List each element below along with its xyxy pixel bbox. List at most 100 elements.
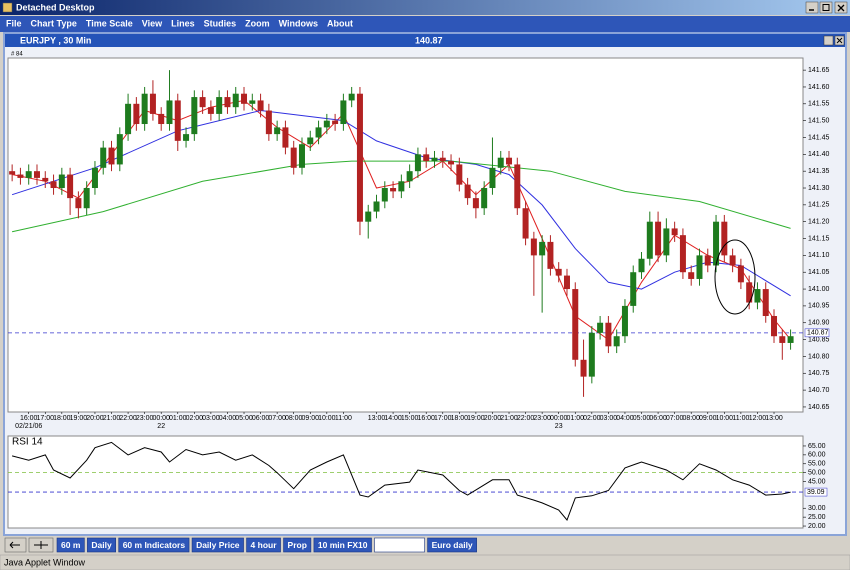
last-price-box — [804, 328, 830, 338]
x-tick-label: 04:00 — [616, 415, 634, 422]
tab[interactable] — [313, 537, 372, 553]
tab[interactable] — [427, 537, 477, 553]
candle-body — [141, 93, 148, 125]
tab-label[interactable]: Daily Price — [196, 540, 240, 550]
candle-body — [216, 97, 223, 114]
candle-body — [282, 127, 289, 148]
tabs: 60 m Daily 60 m Indicators Daily Price 4 hou… — [56, 537, 477, 553]
menu-bar — [0, 16, 850, 32]
candle-body — [315, 127, 322, 138]
candle-body — [439, 157, 446, 162]
candle-body — [746, 282, 753, 303]
tab[interactable] — [191, 537, 244, 553]
menu-item[interactable]: Lines — [171, 18, 195, 28]
y-tick-label: 55.00 — [808, 461, 826, 468]
window-buttons — [805, 1, 848, 14]
candle-body — [762, 289, 769, 317]
candle-body — [390, 188, 397, 192]
x-tick-label: 00:00 — [152, 415, 170, 422]
candle-body — [373, 201, 380, 212]
x-tick-label: 02:00 — [186, 415, 204, 422]
x-tick-label: 14:00 — [384, 415, 402, 422]
tab[interactable] — [87, 537, 117, 553]
candle-body — [563, 275, 570, 290]
tab-label[interactable]: 4 hour — [251, 540, 278, 550]
candle-body — [199, 97, 206, 108]
y-tick-label: 20.00 — [808, 523, 826, 530]
panel-title: RSI 14 — [12, 437, 43, 448]
x-tick-label: 22:00 — [119, 415, 137, 422]
candle-body — [133, 103, 140, 125]
tab[interactable] — [374, 537, 425, 553]
candle-body — [704, 255, 711, 266]
candle-body — [174, 100, 181, 141]
candle-body — [274, 127, 281, 135]
chart-window-title: EURJPY , 30 Min — [20, 35, 91, 45]
tab[interactable] — [118, 537, 190, 553]
x-tick-label: 09:00 — [699, 415, 717, 422]
y-tick-label: 50.00 — [808, 470, 826, 477]
menu-item[interactable]: Studies — [204, 18, 237, 28]
candle-body — [166, 100, 173, 125]
menu-item[interactable]: About — [327, 18, 353, 28]
x-tick-label: 08:00 — [682, 415, 700, 422]
y-tick-label: 141.30 — [808, 185, 830, 192]
candle-body — [207, 107, 214, 114]
x-tick-label: 10:00 — [716, 415, 734, 422]
tab-label[interactable]: 60 m Indicators — [123, 540, 186, 550]
candle-body — [42, 177, 49, 182]
maximize-button[interactable] — [819, 1, 833, 14]
scroll-left-icon — [9, 541, 20, 549]
candle-body — [356, 93, 363, 222]
menu-item[interactable]: Chart Type — [31, 18, 77, 28]
tab[interactable] — [246, 537, 281, 553]
x-tick-label: 02:00 — [583, 415, 601, 422]
candle-body — [83, 188, 90, 209]
minimize-button[interactable] — [805, 1, 819, 14]
y-tick-label: 141.15 — [808, 235, 830, 242]
tab[interactable] — [283, 537, 312, 553]
tab-label[interactable]: Euro daily — [432, 540, 473, 550]
tab-label[interactable]: Prop — [288, 540, 307, 550]
menu-item[interactable]: File — [6, 18, 22, 28]
candle-body — [381, 188, 388, 202]
menu-item[interactable]: Zoom — [245, 18, 270, 28]
tab-label[interactable]: 60 m — [61, 540, 81, 550]
x-tick-label: 16:00 — [20, 415, 38, 422]
y-tick-label: 30.00 — [808, 505, 826, 512]
candle-body — [671, 228, 678, 236]
y-tick-label: 141.20 — [808, 219, 830, 226]
window-restore-button[interactable] — [823, 35, 834, 46]
candle-body — [630, 272, 637, 306]
x-tick-label: 17:00 — [37, 415, 55, 422]
y-tick-label: 140.65 — [808, 404, 830, 411]
x-tick-label: 04:00 — [219, 415, 237, 422]
y-tick-label: 141.60 — [808, 84, 830, 91]
tab-label[interactable]: Daily — [91, 540, 112, 550]
x-tick-label: 18:00 — [451, 415, 469, 422]
y-tick-label: 60.00 — [808, 452, 826, 459]
candle-body — [307, 137, 314, 145]
candle-body — [125, 103, 132, 135]
plots: # 84 141.65 141.60 141.55 141.50 141.45 141.40… — [8, 52, 830, 530]
x-tick-label: 19:00 — [70, 415, 88, 422]
menu-item[interactable]: View — [142, 18, 163, 28]
candle-body — [67, 174, 74, 199]
candle-body — [621, 305, 628, 337]
candle-body — [539, 241, 546, 256]
tab[interactable] — [56, 537, 85, 553]
candle-body — [597, 322, 604, 333]
y-tick-label: 140.80 — [808, 353, 830, 360]
menu-item[interactable]: Windows — [279, 18, 318, 28]
candle-body — [497, 157, 504, 168]
candle-body — [771, 316, 778, 337]
menu-item[interactable]: Time Scale — [86, 18, 133, 28]
x-tick-label: 11:00 — [732, 415, 749, 422]
candle-body — [323, 120, 330, 128]
tab-label[interactable]: BG 30 min — [379, 540, 421, 550]
x-tick-label: 01:00 — [169, 415, 187, 422]
tab-label[interactable]: 10 min FX10 — [318, 540, 368, 550]
candle-body — [754, 289, 761, 303]
y-tick-label: 141.35 — [808, 168, 830, 175]
x-tick-label: 00:00 — [550, 415, 568, 422]
